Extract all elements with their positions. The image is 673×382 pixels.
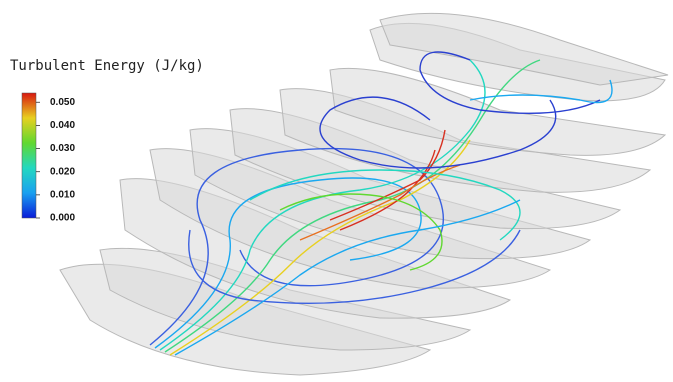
colorbar-tick-label: 0.020 [50,166,75,177]
colorbar [22,93,36,218]
colorbar-tick-label: 0.000 [50,213,75,224]
colorbar-tick-label: 0.030 [50,143,75,154]
visualization: Turbulent Energy (J/kg) 0.050 0.040 0.030 0… [0,0,673,382]
colorbar-tick-label: 0.040 [50,120,75,131]
colorbar-tick-label: 0.050 [50,97,75,108]
colorbar-tick-label: 0.010 [50,189,75,200]
legend-title: Turbulent Energy (J/kg) [10,58,204,74]
